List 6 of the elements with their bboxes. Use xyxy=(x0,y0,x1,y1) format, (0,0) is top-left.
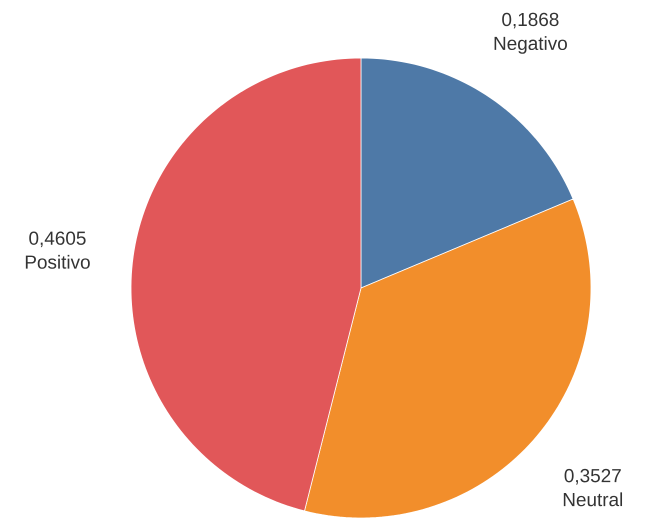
data-label: 0,4605 xyxy=(29,231,86,248)
data-label: 0,3527 xyxy=(564,468,621,485)
slice-label: Neutral xyxy=(564,492,622,506)
data-label: 0,1868 xyxy=(502,12,559,28)
slice-label: Positivo xyxy=(26,254,90,269)
slice-label: Negativo xyxy=(494,36,567,54)
